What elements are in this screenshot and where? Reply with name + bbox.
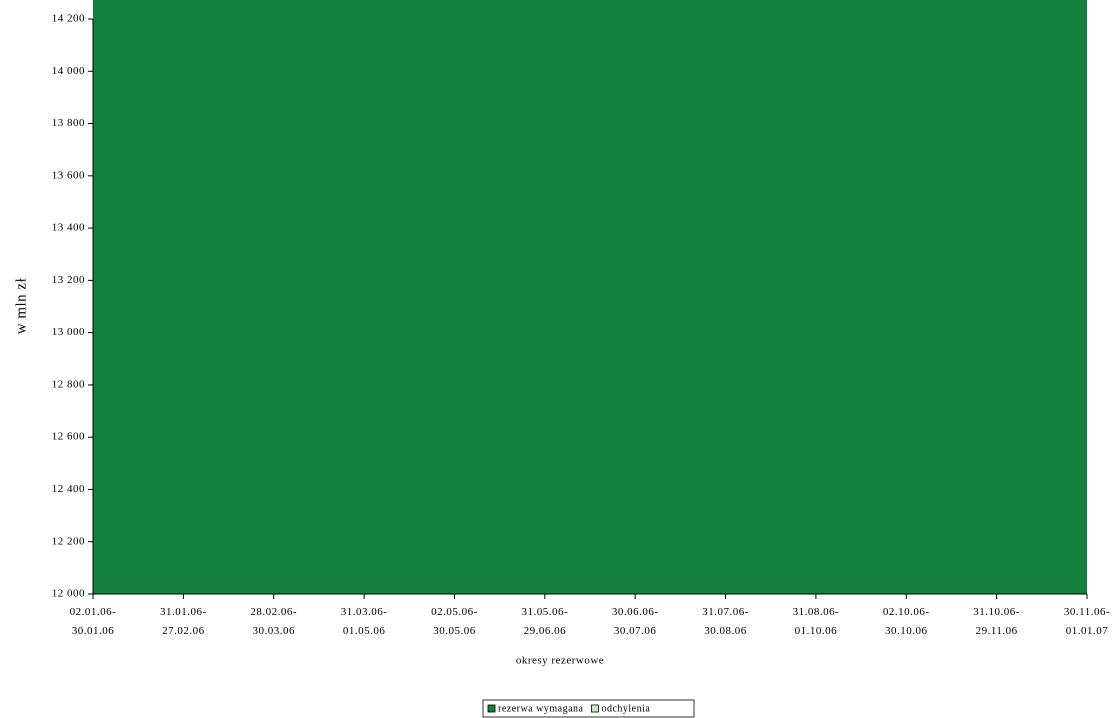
- x-tick-label: 02.10.06-30.10.06: [883, 606, 930, 637]
- y-tick-label: 13 200: [52, 274, 85, 286]
- y-tick-label: 13 000: [52, 326, 85, 338]
- x-tick-label: 28.02.06-30.03.06: [250, 606, 297, 637]
- area: [93, 0, 1087, 594]
- legend-label: rezerwa wymagana: [498, 703, 584, 714]
- legend-box: [482, 699, 695, 718]
- x-axis-label: okresy rezerwowe: [516, 655, 604, 667]
- y-tick-label: 12 800: [52, 378, 85, 390]
- y-tick-label: 13 600: [52, 169, 85, 181]
- x-tick-label: 31.08.06-01.10.06: [793, 606, 840, 637]
- legend-swatch: [591, 704, 599, 713]
- y-axis-label: w mln zł: [13, 277, 29, 334]
- x-tick-label: 31.10.06-29.11.06: [973, 606, 1020, 637]
- legend-swatch: [487, 704, 496, 713]
- y-tick-label: 12 200: [52, 535, 85, 547]
- y-tick-label: 12 600: [52, 431, 85, 443]
- x-tick-label: 30.06.06-30.07.06: [612, 606, 659, 637]
- y-tick-label: 14 000: [52, 65, 85, 77]
- x-tick-label: 02.05.06-30.05.06: [431, 606, 478, 637]
- x-tick-label: 31.03.06-01.05.06: [341, 606, 388, 637]
- x-tick-label: 31.07.06-30.08.06: [702, 606, 749, 637]
- y-tick-label: 14 200: [52, 13, 85, 25]
- y-tick-label: 13 400: [52, 222, 85, 234]
- y-tick-label: 13 800: [52, 117, 85, 129]
- y-tick-label: 12 400: [52, 483, 85, 495]
- legend-label: odchylenia: [601, 703, 650, 714]
- x-tick-label: 30.11.06-01.01.07: [1064, 606, 1110, 637]
- x-tick-label: 31.01.06-27.02.06: [160, 606, 207, 637]
- y-tick-label: 12 000: [52, 588, 85, 600]
- x-tick-label: 31.05.06-29.06.06: [521, 606, 568, 637]
- x-tick-label: 02.01.06-30.01.06: [70, 606, 117, 637]
